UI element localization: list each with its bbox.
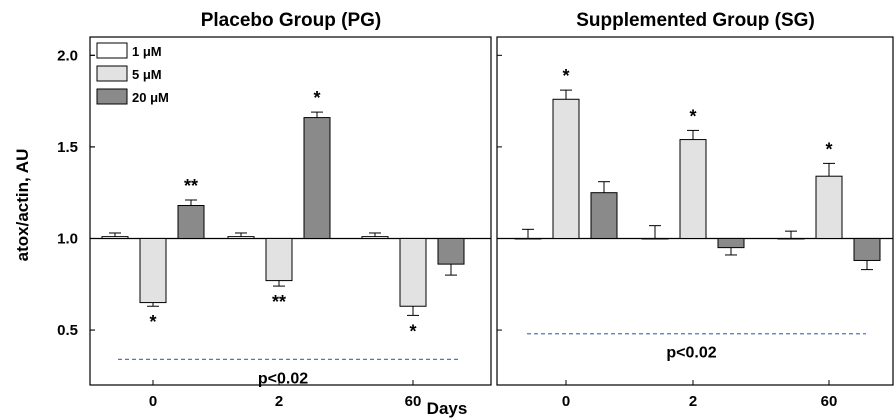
chart-panel: Supplemented Group (SG) * * * 0 2 60 p<0.02 (496, 10, 894, 410)
bar (777, 237, 805, 240)
legend-swatch (96, 65, 128, 82)
legend-label: 1 μM (132, 44, 162, 59)
bar (853, 237, 881, 261)
bar (437, 237, 465, 265)
chart-panel: Placebo Group (PG)*******0 2 60p<0.02 (89, 10, 492, 410)
x-tick-label: 60 (821, 393, 838, 410)
bar (815, 175, 843, 239)
y-tick-label: 1.5 (57, 139, 78, 156)
significance-star: * (313, 88, 320, 108)
p-value-label: p<0.02 (666, 345, 716, 362)
bar (101, 236, 129, 239)
legend-swatch (96, 42, 128, 59)
panel-title: Placebo Group (PG) (201, 10, 382, 31)
significance-star: * (689, 106, 696, 126)
x-tick-label: 0 (562, 393, 570, 410)
significance-star: ** (184, 176, 198, 196)
y-tick-label: 1.0 (57, 230, 78, 247)
panel-frame (496, 36, 894, 386)
legend: 1 μM 5 μM 20 μM (96, 42, 169, 105)
bar (679, 139, 707, 239)
x-axis-label: Days (427, 399, 468, 418)
bar (177, 205, 205, 239)
significance-star: * (825, 139, 832, 159)
bar (514, 237, 542, 240)
bar (265, 237, 293, 282)
x-tick-label: 2 (275, 393, 283, 410)
bar (139, 237, 167, 304)
bar (227, 236, 255, 239)
significance-star: * (562, 66, 569, 86)
bar (590, 192, 618, 239)
y-tick-label: 0.5 (57, 322, 78, 339)
legend-label: 5 μM (132, 67, 162, 82)
y-tick-label: 2.0 (57, 47, 78, 64)
significance-star: * (409, 321, 416, 341)
y-axis-label: atox/actin, AU (13, 149, 32, 262)
bar (552, 98, 580, 239)
panel-title: Supplemented Group (SG) (576, 10, 815, 31)
bar (399, 237, 427, 307)
significance-star: * (149, 312, 156, 332)
panel-frame (89, 36, 492, 386)
legend-swatch (96, 88, 128, 105)
bar (303, 117, 331, 239)
x-tick-label: 2 (689, 393, 697, 410)
legend-label: 20 μM (132, 90, 169, 105)
bar (641, 237, 669, 240)
p-value-label: p<0.02 (258, 370, 308, 387)
bar (361, 236, 389, 239)
x-tick-label: 0 (149, 393, 157, 410)
x-tick-label: 60 (405, 393, 422, 410)
significance-star: ** (272, 292, 286, 312)
bar (717, 237, 745, 249)
